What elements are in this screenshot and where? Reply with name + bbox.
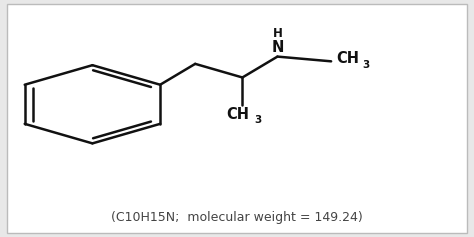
Text: CH: CH xyxy=(226,107,249,122)
FancyBboxPatch shape xyxy=(7,4,467,233)
Text: (C10H15N;  molecular weight = 149.24): (C10H15N; molecular weight = 149.24) xyxy=(111,211,363,224)
Text: N: N xyxy=(271,41,283,55)
Text: CH: CH xyxy=(336,51,359,66)
Text: 3: 3 xyxy=(254,115,262,125)
Text: H: H xyxy=(273,27,283,40)
Text: 3: 3 xyxy=(362,60,369,70)
